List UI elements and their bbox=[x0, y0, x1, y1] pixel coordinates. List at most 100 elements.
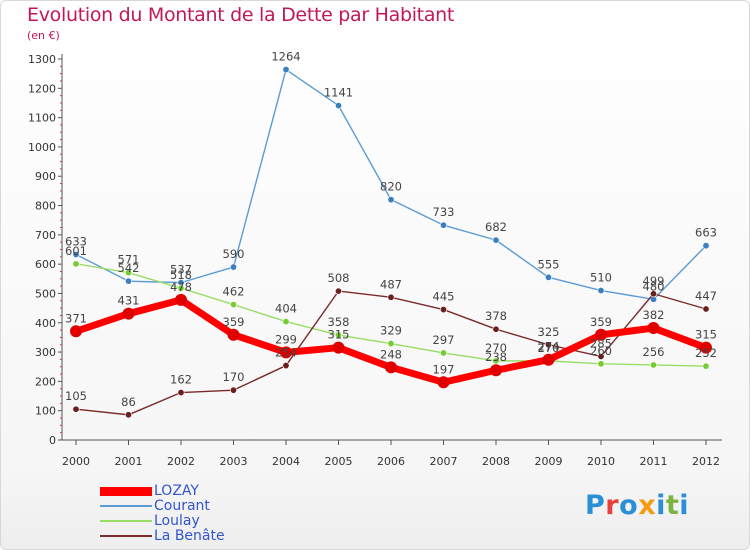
y-tick-label: 700 bbox=[35, 229, 56, 242]
data-label: 820 bbox=[380, 180, 402, 194]
data-point bbox=[175, 293, 187, 306]
data-label: 510 bbox=[590, 271, 612, 285]
data-label: 285 bbox=[590, 336, 612, 350]
y-tick-label: 0 bbox=[49, 434, 56, 447]
y-tick-label: 800 bbox=[35, 200, 56, 213]
data-label: 197 bbox=[433, 362, 455, 376]
data-label: 537 bbox=[170, 263, 192, 277]
data-label: 299 bbox=[275, 332, 297, 346]
x-tick-label: 2010 bbox=[587, 455, 615, 468]
x-tick-label: 2002 bbox=[167, 455, 195, 468]
data-point bbox=[332, 341, 345, 354]
data-label: 274 bbox=[538, 340, 560, 354]
data-label: 480 bbox=[643, 279, 665, 293]
data-label: 601 bbox=[65, 244, 87, 258]
data-label: 325 bbox=[538, 325, 560, 339]
data-point bbox=[280, 346, 292, 359]
y-tick-label: 300 bbox=[35, 346, 56, 359]
legend-label: Courant bbox=[154, 498, 210, 514]
data-point bbox=[177, 284, 185, 292]
proxiti-logo: Proxiti bbox=[585, 490, 689, 521]
legend-label: La Benâte bbox=[154, 528, 225, 544]
data-point bbox=[282, 66, 290, 74]
data-point bbox=[595, 328, 607, 341]
data-point bbox=[649, 290, 657, 298]
data-label: 382 bbox=[643, 308, 665, 322]
data-point bbox=[125, 269, 133, 277]
data-point bbox=[177, 389, 185, 397]
chart-title: Evolution du Montant de la Dette par Hab… bbox=[27, 4, 455, 26]
data-label: 86 bbox=[121, 395, 136, 409]
data-point bbox=[72, 405, 80, 413]
x-tick-label: 2004 bbox=[272, 455, 300, 468]
data-point bbox=[125, 411, 133, 419]
data-label: 256 bbox=[643, 345, 665, 359]
data-point bbox=[597, 287, 605, 295]
data-label: 238 bbox=[485, 350, 507, 364]
y-tick-label: 400 bbox=[35, 317, 56, 330]
data-label: 105 bbox=[65, 389, 87, 403]
x-tick-label: 2001 bbox=[115, 455, 143, 468]
legend-label: LOZAY bbox=[154, 483, 199, 499]
logo-letter: o bbox=[619, 490, 639, 521]
legend-swatch bbox=[100, 487, 152, 496]
data-point bbox=[227, 328, 240, 341]
chart-legend: LOZAY Courant Loulay La Benâte bbox=[98, 483, 318, 544]
data-point bbox=[125, 277, 133, 285]
data-point bbox=[700, 341, 712, 354]
data-label: 663 bbox=[695, 226, 717, 240]
data-label: 270 bbox=[485, 341, 507, 355]
data-point bbox=[542, 353, 555, 366]
data-point bbox=[492, 357, 500, 365]
data-point bbox=[492, 325, 500, 333]
data-point bbox=[490, 364, 502, 377]
data-label: 518 bbox=[170, 268, 192, 282]
data-label: 315 bbox=[328, 328, 350, 342]
data-label: 371 bbox=[65, 311, 87, 325]
data-label: 682 bbox=[485, 220, 507, 234]
data-label: 329 bbox=[380, 324, 402, 338]
data-label: 590 bbox=[223, 247, 245, 261]
chart-axes: 0 100 200 300 400 500 600 700 800 900 1000 1100 1200… bbox=[28, 53, 722, 468]
data-point bbox=[230, 301, 238, 309]
data-point bbox=[72, 250, 80, 258]
data-point bbox=[385, 361, 397, 374]
data-label: 297 bbox=[433, 333, 455, 347]
legend-item: Courant bbox=[98, 498, 318, 514]
logo-letter: x bbox=[638, 490, 657, 521]
data-label: 170 bbox=[223, 370, 245, 384]
data-point bbox=[437, 376, 450, 389]
y-tick-label: 1300 bbox=[28, 53, 56, 66]
x-tick-label: 2009 bbox=[535, 455, 563, 468]
data-point bbox=[282, 362, 290, 370]
legend-item: LOZAY bbox=[98, 483, 318, 499]
data-label: 542 bbox=[118, 261, 140, 275]
data-label: 1264 bbox=[271, 50, 300, 64]
data-point bbox=[122, 307, 135, 320]
data-label: 499 bbox=[643, 274, 665, 288]
data-label: 431 bbox=[118, 294, 140, 308]
data-point bbox=[649, 361, 657, 369]
data-label: 462 bbox=[223, 285, 245, 299]
x-tick-label: 2006 bbox=[377, 455, 405, 468]
data-label: 633 bbox=[65, 234, 87, 248]
data-label: 359 bbox=[223, 315, 245, 329]
data-point bbox=[230, 263, 238, 271]
data-point bbox=[334, 102, 342, 110]
data-point bbox=[230, 386, 238, 394]
data-label: 378 bbox=[485, 309, 507, 323]
data-label: 447 bbox=[695, 289, 717, 303]
data-point bbox=[439, 306, 447, 314]
data-label: 270 bbox=[538, 341, 560, 355]
data-point bbox=[334, 331, 342, 339]
logo-letter: t bbox=[665, 490, 680, 521]
data-point bbox=[334, 287, 342, 295]
y-tick-label: 1200 bbox=[28, 82, 56, 95]
legend-item: La Benâte bbox=[98, 528, 318, 544]
data-label: 248 bbox=[380, 347, 402, 361]
y-tick-label: 900 bbox=[35, 170, 56, 183]
data-point bbox=[597, 360, 605, 368]
legend-swatch bbox=[100, 520, 152, 522]
